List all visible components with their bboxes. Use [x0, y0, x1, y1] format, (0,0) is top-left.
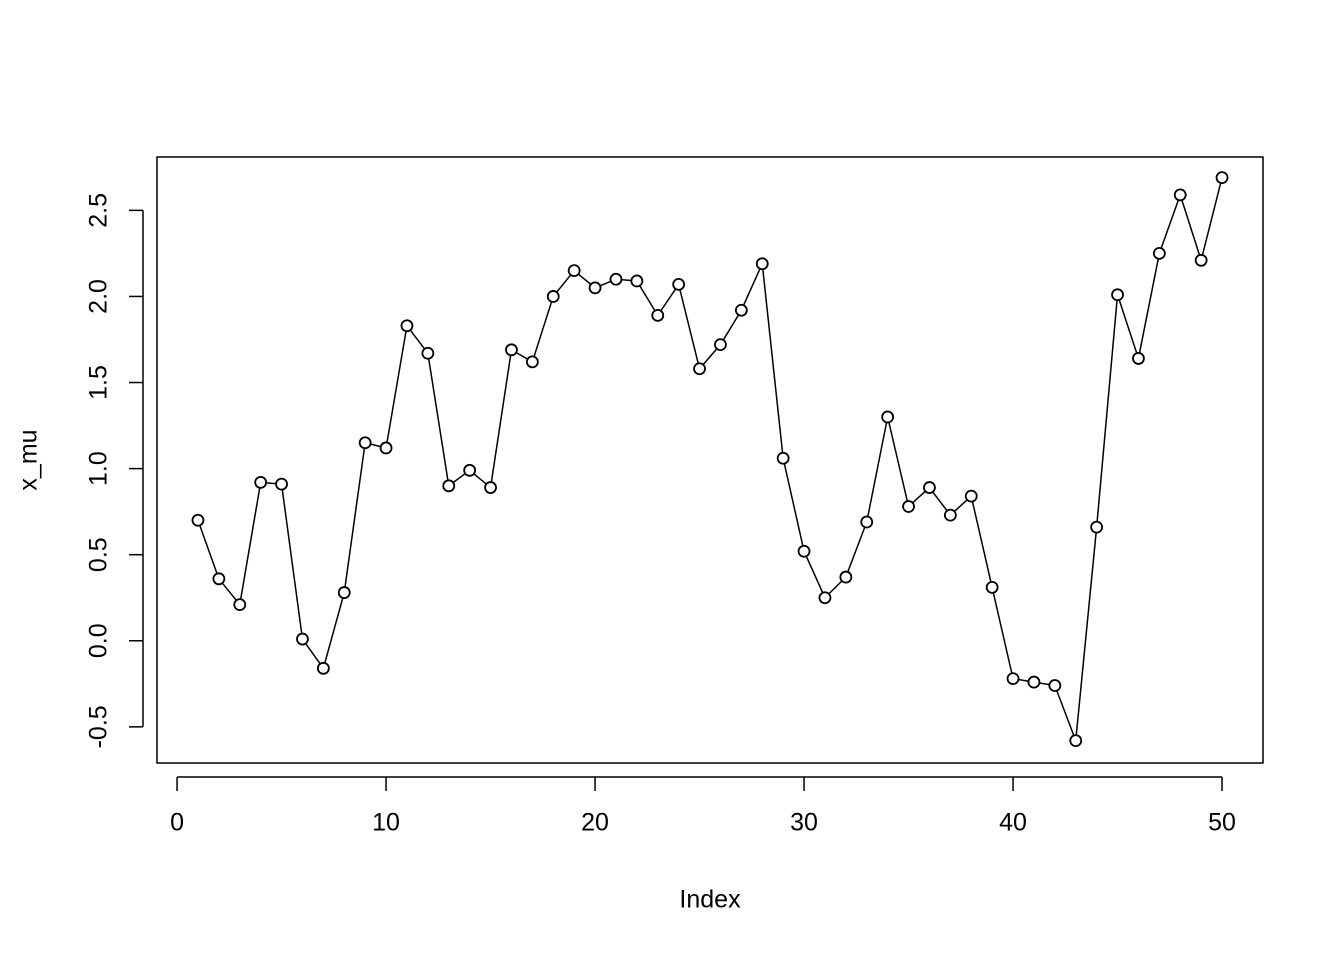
data-point	[296, 632, 309, 646]
data-point	[1152, 247, 1166, 260]
data-line	[197, 177, 1223, 741]
plot-frame	[156, 156, 1264, 764]
data-point	[1173, 188, 1187, 202]
data-point	[1132, 352, 1145, 365]
data-point	[797, 544, 811, 558]
data-point	[316, 661, 330, 675]
data-point	[818, 591, 832, 605]
data-point	[1027, 675, 1041, 689]
data-point	[964, 489, 978, 503]
data-point	[693, 362, 706, 376]
data-point	[1194, 253, 1208, 267]
x-tick-label: 30	[790, 809, 818, 837]
y-tick-label: 2.5	[85, 193, 113, 228]
data-point	[525, 355, 539, 369]
data-point	[358, 436, 372, 450]
data-point	[546, 290, 560, 303]
data-point	[630, 274, 644, 288]
y-tick-label: 2.0	[85, 279, 113, 314]
data-point	[212, 572, 226, 586]
data-point	[714, 338, 727, 352]
data-point	[609, 272, 623, 286]
data-point	[1048, 679, 1062, 692]
y-tick-label: 1.5	[85, 365, 113, 400]
data-point	[337, 586, 351, 599]
x-tick-label: 0	[170, 809, 184, 837]
data-point	[1006, 672, 1020, 686]
data-point	[1090, 520, 1104, 534]
data-point	[421, 346, 435, 360]
data-point	[505, 343, 518, 357]
data-point	[734, 303, 748, 317]
data-point	[672, 277, 686, 291]
x-axis-label: Index	[679, 886, 741, 914]
data-point	[1069, 734, 1083, 748]
data-point	[776, 451, 790, 465]
data-point	[943, 508, 957, 522]
y-tick-label: 0.5	[85, 537, 113, 572]
x-tick-label: 20	[581, 809, 609, 837]
data-point	[484, 481, 497, 494]
data-point	[588, 281, 602, 295]
data-point	[985, 580, 999, 594]
data-point	[254, 475, 268, 489]
data-point	[902, 500, 915, 513]
data-point	[463, 463, 477, 477]
x-tick-label: 10	[372, 809, 400, 837]
data-point	[881, 410, 895, 424]
data-point	[651, 308, 665, 322]
y-tick-label: -0.5	[85, 705, 113, 748]
data-point	[275, 477, 288, 491]
data-point	[400, 319, 414, 333]
data-point	[379, 441, 393, 455]
data-point	[860, 515, 874, 529]
data-point	[923, 481, 936, 494]
data-point	[1215, 171, 1229, 185]
data-point	[233, 598, 247, 612]
data-point	[755, 257, 769, 271]
y-axis-label: x_mu	[15, 429, 43, 490]
y-tick-label: 1.0	[85, 451, 113, 486]
x-tick-label: 50	[1208, 809, 1236, 837]
data-point	[191, 513, 205, 527]
data-point	[839, 570, 853, 584]
data-point	[442, 479, 456, 493]
data-point	[1111, 288, 1124, 302]
x-tick-label: 40	[999, 809, 1027, 837]
data-point	[567, 264, 581, 278]
y-tick-label: 0.0	[85, 623, 113, 658]
